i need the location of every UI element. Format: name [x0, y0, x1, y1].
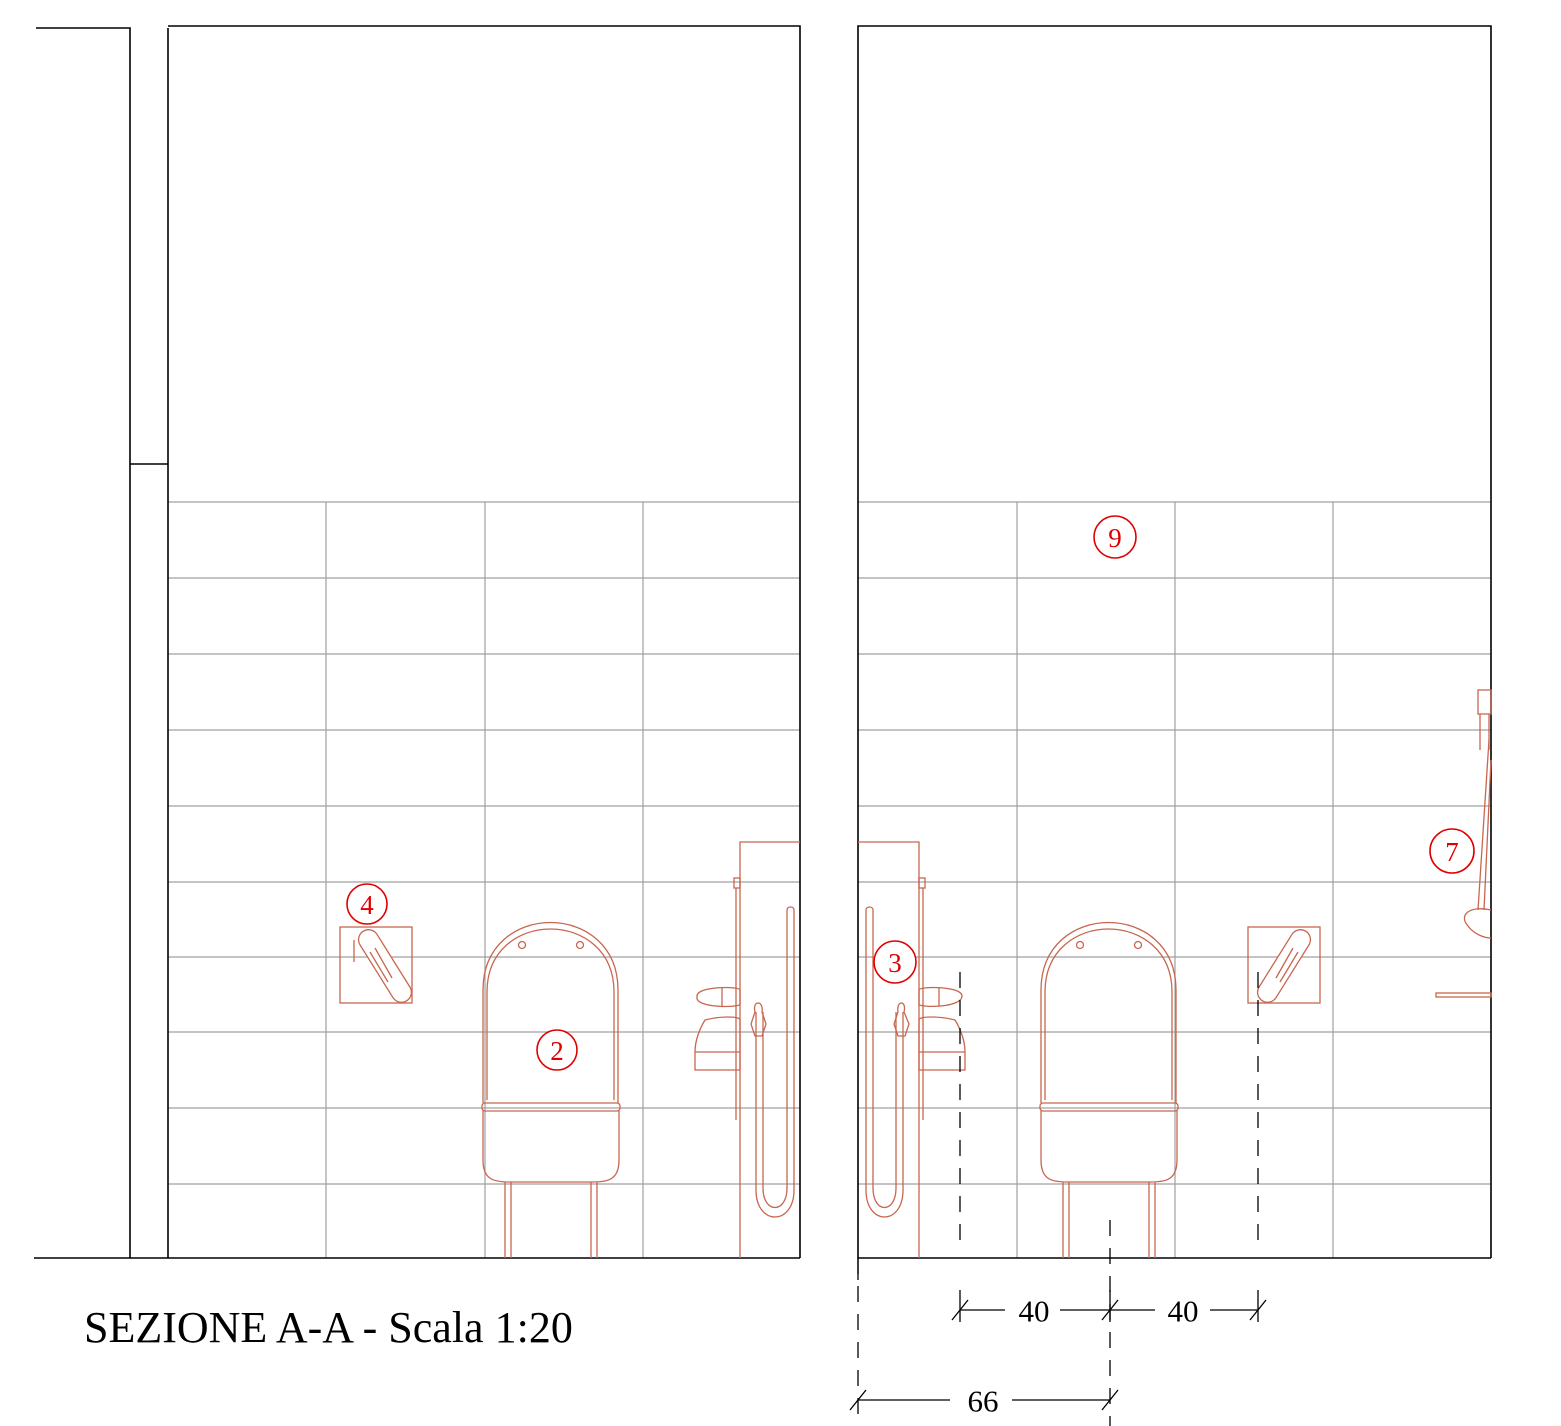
left-wall-outline [34, 25, 801, 1259]
tag-2-label: 2 [550, 1036, 564, 1066]
right-tile-grid [858, 501, 1491, 1258]
tag-7-label: 7 [1445, 837, 1459, 867]
toilet-right [1039, 921, 1179, 1258]
toilet-left [481, 921, 621, 1258]
dimension-40-right: 40 [1168, 1294, 1199, 1329]
left-tile-grid [168, 501, 800, 1258]
grab-bar-right [858, 841, 966, 1258]
tag-9-label: 9 [1108, 523, 1122, 553]
tag-9: 9 [1093, 515, 1137, 559]
tag-3-label: 3 [888, 948, 902, 978]
left-elevation: 4 2 [34, 25, 801, 1259]
right-wall-outline [857, 25, 1492, 1259]
tag-7: 7 [1429, 828, 1475, 874]
right-elevation: 9 3 7 [857, 25, 1492, 1259]
drawing-title: SEZIONE A-A - Scala 1:20 [84, 1303, 573, 1352]
brush-holder-left [339, 926, 413, 1004]
tag-4-label: 4 [360, 890, 374, 920]
dimension-66: 66 [968, 1384, 999, 1419]
tag-3: 3 [873, 940, 917, 984]
dimension-lines: 40 40 66 [849, 972, 1267, 1426]
dimension-40-left: 40 [1019, 1294, 1050, 1329]
grab-bar-left [694, 841, 800, 1258]
tag-2: 2 [536, 1029, 578, 1071]
shower-fixture [1435, 689, 1492, 998]
tag-4: 4 [346, 883, 388, 925]
brush-holder-right [1247, 926, 1321, 1004]
